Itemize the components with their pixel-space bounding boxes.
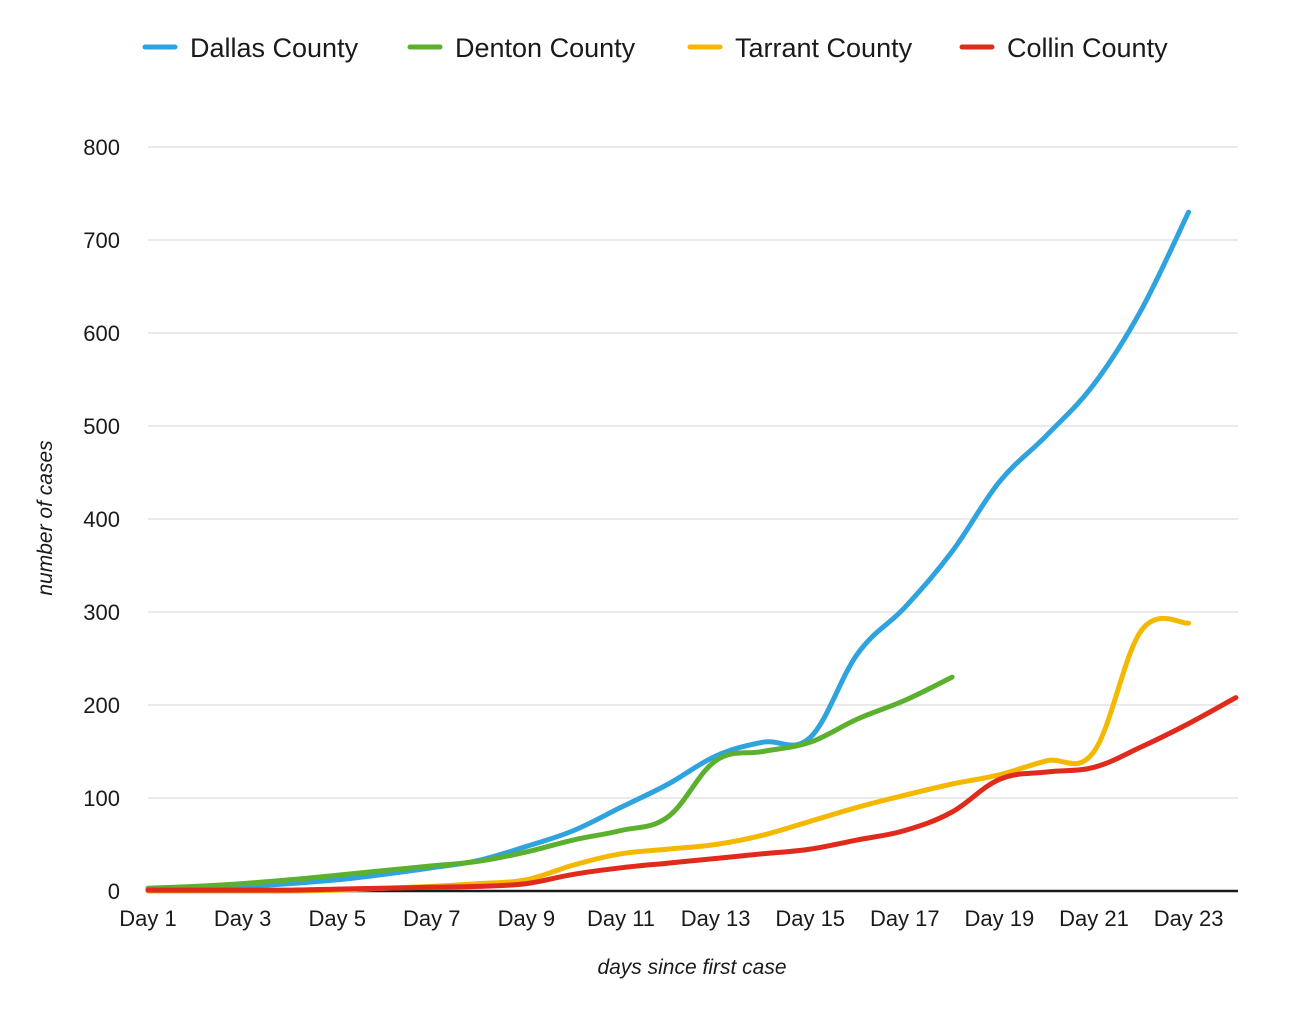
x-axis-title: days since first case xyxy=(597,956,786,979)
y-axis-title: number of cases xyxy=(34,440,57,596)
x-tick-label: Day 11 xyxy=(587,906,655,931)
series-line-collin-county xyxy=(145,695,1239,893)
x-tick-label: Day 23 xyxy=(1154,906,1224,931)
legend-label-denton-county: Denton County xyxy=(455,33,636,63)
gridlines xyxy=(148,146,1238,799)
y-tick-label: 100 xyxy=(83,786,120,811)
y-tick-label: 200 xyxy=(83,693,120,718)
x-tick-label: Day 19 xyxy=(965,906,1035,931)
x-tick-label: Day 9 xyxy=(498,906,555,931)
legend-label-tarrant-county: Tarrant County xyxy=(735,33,913,63)
series-lines xyxy=(145,209,1239,894)
x-tick-label: Day 21 xyxy=(1059,906,1129,931)
x-tick-label: Day 7 xyxy=(403,906,460,931)
y-tick-label: 500 xyxy=(83,414,120,439)
y-tick-label: 0 xyxy=(108,879,120,904)
y-tick-label: 600 xyxy=(83,321,120,346)
legend: Dallas County Denton County Tarrant County… xyxy=(142,33,1168,63)
x-tick-label: Day 5 xyxy=(308,906,365,931)
x-tick-label: Day 13 xyxy=(681,906,751,931)
y-tick-label: 400 xyxy=(83,507,120,532)
x-tick-label: Day 15 xyxy=(775,906,845,931)
x-tick-label: Day 17 xyxy=(870,906,940,931)
y-tick-label: 700 xyxy=(83,228,120,253)
x-tick-label: Day 3 xyxy=(214,906,271,931)
x-axis-ticks: Day 1 Day 3 Day 5 Day 7 Day 9 Day 11 Day 13 Day… xyxy=(119,906,1223,931)
series-line-denton-county xyxy=(145,674,955,891)
y-tick-label: 300 xyxy=(83,600,120,625)
x-tick-label: Day 1 xyxy=(119,906,176,931)
legend-label-collin-county: Collin County xyxy=(1007,33,1168,63)
legend-label-dallas-county: Dallas County xyxy=(190,33,359,63)
y-tick-label: 800 xyxy=(83,135,120,160)
series-line-dallas-county xyxy=(145,209,1192,892)
series-line-tarrant-county xyxy=(145,615,1192,894)
y-axis-ticks: 0 100 200 300 400 500 600 700 800 xyxy=(83,135,120,904)
